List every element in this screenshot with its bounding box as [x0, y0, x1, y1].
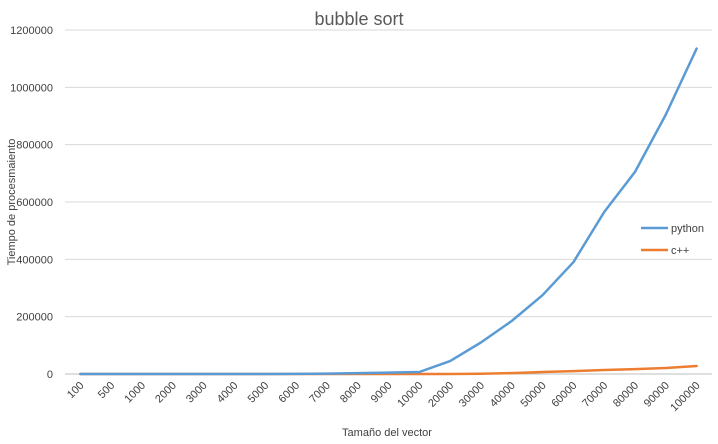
series-line-python: [79, 47, 698, 376]
legend-label: python: [671, 223, 704, 235]
x-tick-label: 2000: [153, 380, 179, 406]
y-tick-label: 800000: [16, 140, 53, 152]
chart-title: bubble sort: [314, 9, 403, 29]
x-tick-label: 7000: [307, 380, 333, 406]
y-tick-label: 1000000: [10, 82, 53, 94]
x-tick-label: 8000: [338, 380, 364, 406]
x-axis-label: Tamaño del vector: [342, 427, 432, 439]
x-tick-label: 9000: [369, 380, 395, 406]
y-tick-label: 200000: [16, 312, 53, 324]
y-tick-label: 1200000: [10, 25, 53, 37]
y-tick-label: 600000: [16, 197, 53, 209]
y-axis-label: Tiempo de procesmaiento: [6, 139, 18, 266]
x-tick-label: 40000: [488, 380, 518, 410]
x-tick-label: 70000: [580, 380, 610, 410]
series-lines: [79, 47, 698, 376]
x-tick-label: 1000: [122, 380, 148, 406]
x-tick-label: 50000: [519, 380, 549, 410]
x-tick-label: 500: [96, 380, 117, 401]
y-tick-label: 400000: [16, 254, 53, 266]
x-axis-ticks: 100 500 1000 2000 3000 4000 5000 6000 7000 8000 90…: [65, 380, 703, 414]
y-axis-ticks: 0 200000 400000 600000 800000 1000000 1200000: [10, 25, 53, 381]
legend: python c++: [641, 223, 704, 257]
x-tick-label: 3000: [184, 380, 210, 406]
x-tick-label: 60000: [549, 380, 579, 410]
x-tick-label: 6000: [276, 380, 302, 406]
x-tick-label: 30000: [457, 380, 487, 410]
x-tick-label: 20000: [426, 380, 456, 410]
x-tick-label: 4000: [215, 380, 241, 406]
gridlines: [65, 29, 712, 375]
x-tick-label: 100: [65, 380, 86, 401]
x-tick-label: 10000: [395, 380, 425, 410]
x-tick-label: 80000: [611, 380, 641, 410]
legend-label: c++: [671, 245, 689, 257]
x-tick-label: 5000: [246, 380, 272, 406]
x-tick-label: 100000: [668, 380, 702, 414]
y-tick-label: 0: [47, 369, 53, 381]
